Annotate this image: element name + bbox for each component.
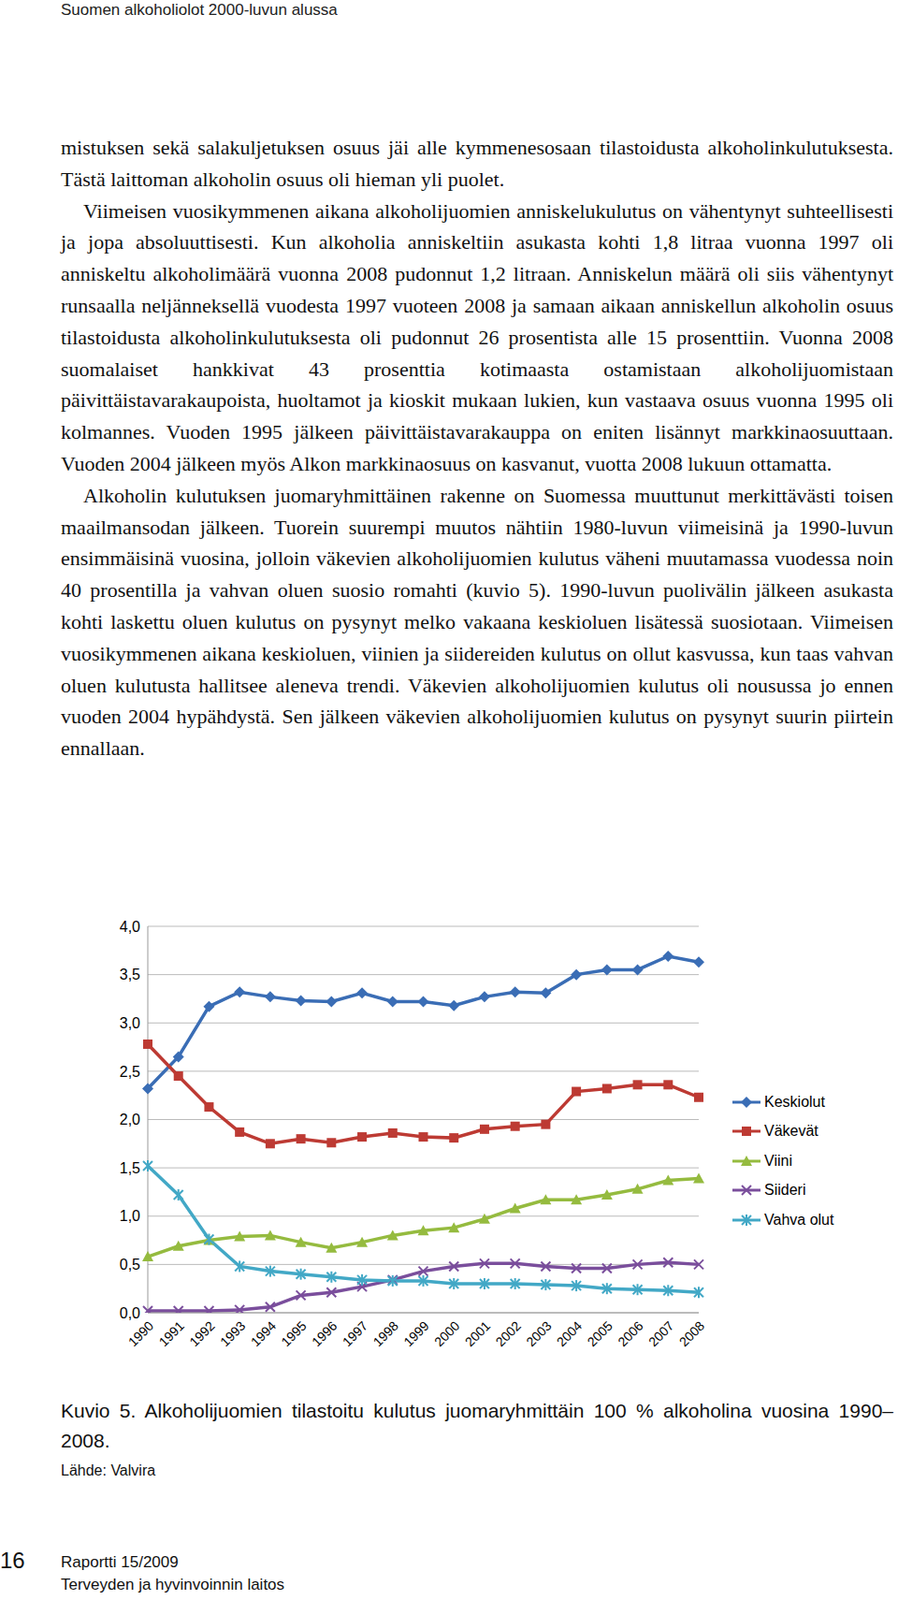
svg-text:1,0: 1,0	[119, 1207, 141, 1224]
svg-text:1991: 1991	[156, 1318, 188, 1349]
svg-text:4,0: 4,0	[119, 918, 141, 935]
svg-text:1998: 1998	[370, 1318, 402, 1349]
html-text:Suomen alkoholiolot 2000-luvun: Suomen alkoholiolot 2000-luvun alussa	[60, 0, 338, 19]
svg-text:2002: 2002	[492, 1318, 523, 1349]
html-text:Viimeisen vuosikymmenen aikana: Viimeisen vuosikymmenen aikana alkoholij…	[60, 198, 894, 476]
svg-text:2,0: 2,0	[119, 1111, 141, 1128]
svg-text:1995: 1995	[277, 1318, 309, 1349]
svg-text:2006: 2006	[614, 1318, 646, 1349]
svg-text:3,5: 3,5	[119, 966, 141, 983]
svg-text:1992: 1992	[186, 1318, 218, 1349]
html-text:Keskiolut: Keskiolut	[764, 1093, 825, 1110]
svg-text:1994: 1994	[247, 1318, 279, 1349]
svg-text:1990: 1990	[125, 1318, 157, 1349]
svg-text:0,5: 0,5	[119, 1256, 141, 1273]
svg-text:1996: 1996	[308, 1318, 340, 1349]
svg-text:1997: 1997	[339, 1318, 371, 1349]
html-text:Kuvio 5. Alkoholijuomien tilas: Kuvio 5. Alkoholijuomien tilastoitu kulu…	[60, 1399, 894, 1451]
html-text:Viini: Viini	[764, 1152, 793, 1169]
html-text:Väkevät: Väkevät	[764, 1122, 819, 1139]
svg-text:2008: 2008	[676, 1318, 708, 1349]
svg-text:2,5: 2,5	[119, 1063, 141, 1080]
svg-text:1993: 1993	[217, 1318, 248, 1349]
html-text:16: 16	[0, 1547, 25, 1573]
svg-text:0,0: 0,0	[119, 1304, 141, 1321]
html-text:mistuksen sekä salakuljetuksen: mistuksen sekä salakuljetuksen osuus jäi…	[60, 135, 894, 191]
svg-text:2003: 2003	[522, 1318, 554, 1349]
html-text:Lähde: Valvira: Lähde: Valvira	[60, 1462, 156, 1478]
html-text:Siideri: Siideri	[764, 1181, 806, 1198]
svg-text:3,0: 3,0	[119, 1014, 141, 1031]
svg-text:2005: 2005	[584, 1318, 616, 1349]
svg-text:2000: 2000	[431, 1318, 463, 1349]
svg-text:1,5: 1,5	[119, 1159, 141, 1176]
svg-text:2007: 2007	[645, 1318, 677, 1349]
html-text:Alkoholin kulutuksen juomaryhm: Alkoholin kulutuksen juomaryhmittäinen r…	[60, 483, 894, 760]
svg-text:2001: 2001	[462, 1318, 493, 1349]
html-text:Vahva olut: Vahva olut	[764, 1211, 834, 1228]
html-text:Raportti 15/2009: Raportti 15/2009	[60, 1552, 179, 1571]
svg-text:2004: 2004	[553, 1318, 585, 1349]
svg-text:1999: 1999	[400, 1318, 432, 1349]
html-text:Terveyden ja hyvinvoinnin lait: Terveyden ja hyvinvoinnin laitos	[60, 1575, 285, 1594]
